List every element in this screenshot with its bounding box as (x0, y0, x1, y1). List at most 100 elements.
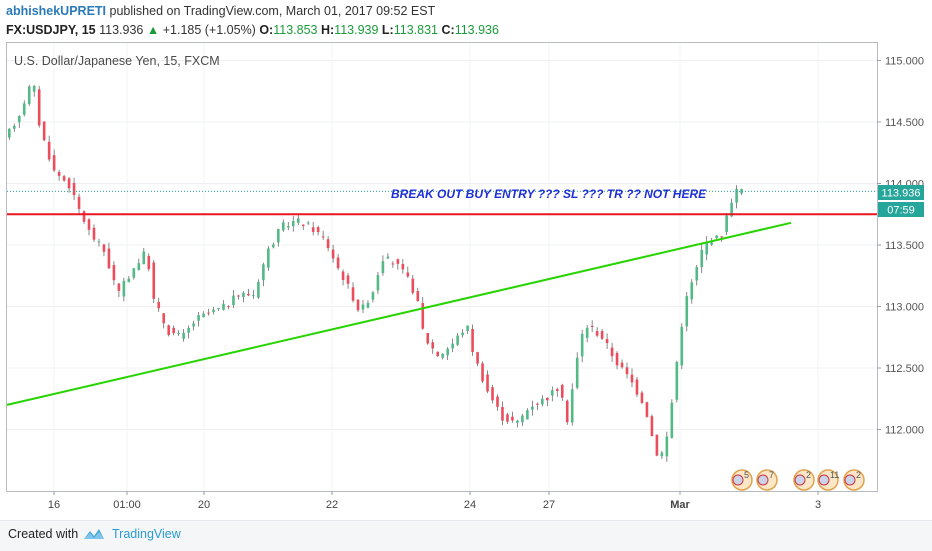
candle-body (456, 335, 459, 345)
candle-body (516, 420, 519, 423)
candle-body (242, 292, 245, 298)
time-tick-label: 22 (326, 499, 338, 511)
candle-body (401, 264, 405, 270)
candle-body (117, 283, 121, 291)
price-tick-label: 112.000 (885, 424, 924, 436)
candle-body (386, 256, 390, 259)
candle-body (52, 155, 56, 171)
economic-event-badges[interactable]: 5 7 2 11 2 (731, 469, 865, 491)
candle-body (277, 229, 280, 243)
last-price: 113.936 (99, 23, 144, 37)
candle-body (625, 367, 629, 375)
price-chart[interactable]: U.S. Dollar/Japanese Yen, 15, FXCM BREAK… (6, 42, 932, 520)
candle-body (301, 224, 305, 226)
chart-header: abhishekUPRETI published on TradingView.… (0, 0, 932, 42)
candle-body (461, 332, 464, 336)
event-badge-count: 7 (769, 470, 774, 480)
annotation-text[interactable]: BREAK OUT BUY ENTRY ??? SL ??? TR ?? NOT… (391, 187, 707, 201)
candle-body (252, 295, 255, 297)
candle-body (720, 236, 723, 238)
flag-icon (757, 474, 769, 486)
candle-body (600, 331, 604, 339)
candle-body (207, 312, 210, 314)
candle-body (635, 379, 639, 395)
last-price-box (878, 185, 924, 200)
event-badge-count: 5 (744, 470, 749, 480)
trend-line[interactable] (6, 221, 792, 406)
candle-body (162, 313, 166, 324)
candle-body (182, 332, 185, 339)
publish-line: abhishekUPRETI published on TradingView.… (6, 2, 435, 21)
flag-icon (818, 474, 830, 486)
candle-body (740, 189, 743, 194)
candle-body (531, 406, 534, 410)
candle-body (670, 402, 674, 438)
candle-body (286, 226, 290, 228)
candle-body (142, 251, 146, 265)
candle-body (585, 327, 589, 338)
candle-body (710, 242, 713, 245)
candle-body (197, 315, 200, 321)
flag-icon (844, 474, 856, 486)
candle-body (560, 384, 564, 398)
candle-body (371, 292, 375, 300)
candle-body (416, 291, 420, 302)
candle-body (421, 303, 425, 329)
low-value: 113.831 (393, 23, 438, 37)
time-tick-label: 16 (48, 499, 60, 511)
tradingview-brand-link[interactable]: TradingView (112, 527, 181, 541)
candle-body (640, 392, 644, 403)
candle-body (436, 351, 440, 357)
candle-body (22, 103, 26, 115)
up-arrow-icon: ▲ (146, 23, 160, 37)
candle-body (316, 227, 320, 233)
candle-body (37, 89, 41, 126)
candle-body (595, 330, 599, 336)
candle-body (511, 416, 514, 421)
candle-body (580, 333, 584, 357)
candle-body (62, 176, 66, 181)
time-tick-label: 20 (198, 499, 210, 511)
high-label: H: (320, 23, 335, 37)
candle-body (102, 244, 106, 252)
candle-body (281, 222, 285, 231)
candle-body (227, 306, 230, 308)
candle-body (296, 218, 300, 223)
candle-body (381, 261, 385, 274)
candle-body (306, 222, 310, 224)
candle-body (730, 202, 733, 217)
candle-body (675, 361, 679, 400)
event-badge-count: 11 (830, 470, 839, 480)
grid (7, 43, 877, 491)
author-link[interactable]: abhishekUPRETI (6, 4, 107, 18)
candle-body (680, 326, 684, 366)
candle-body (481, 363, 484, 382)
candle-body (57, 171, 61, 176)
candle-body (127, 278, 131, 283)
candle-body (222, 303, 225, 310)
candle-body (77, 196, 81, 209)
flag-icon (794, 474, 806, 486)
candle-body (257, 281, 260, 298)
candle-body (366, 302, 370, 308)
candle-body (361, 304, 365, 310)
candle-body (376, 275, 380, 291)
candle-body (42, 121, 46, 141)
candle-body (291, 221, 295, 227)
time-axis[interactable]: 16 01:00 20 22 24 27 Mar 3 (48, 491, 821, 511)
candle-body (157, 301, 161, 309)
candles (8, 84, 743, 462)
candle-body (725, 215, 728, 232)
candle-body (32, 85, 36, 92)
candle-body (167, 325, 171, 335)
candle-body (665, 436, 669, 457)
candle-body (217, 307, 220, 309)
candle-body (695, 267, 699, 281)
candle-body (272, 244, 275, 248)
candle-body (605, 338, 609, 344)
candle-body (451, 343, 454, 349)
candle-body (8, 128, 11, 138)
tradingview-logo-icon[interactable] (82, 525, 106, 548)
candle-body (491, 387, 494, 401)
candle-body (411, 278, 415, 293)
